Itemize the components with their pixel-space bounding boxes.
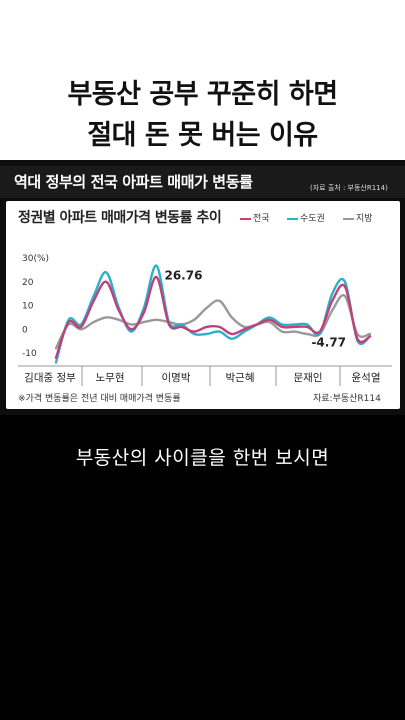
x-category-label: 이명박 [162, 372, 191, 384]
x-category-label: 김대중 정부 [24, 372, 76, 384]
video-caption: 부동산의 사이클을 한번 보시면 [75, 447, 330, 469]
legend-item-regional: 지방 [343, 211, 373, 224]
y-tick-label: 0 [22, 325, 28, 335]
chart-banner [0, 166, 405, 198]
legend-swatch-national [240, 217, 251, 220]
series-line-national [54, 275, 372, 359]
series-line-capital [54, 264, 372, 364]
legend-label-national: 전국 [253, 214, 270, 224]
annotation-trough: -4.77 [311, 336, 346, 350]
y-tick-label: 20 [22, 278, 34, 288]
y-tick-label: -10 [22, 349, 37, 359]
y-tick-label: 30(%) [22, 254, 49, 264]
legend-swatch-regional [343, 217, 354, 220]
y-tick-label: 10 [22, 302, 34, 312]
legend-item-national: 전국 [240, 211, 270, 224]
annotation-peak: 26.76 [164, 269, 202, 283]
chart-source: 자료:부동산R114 [313, 394, 381, 404]
headline-line-2: 절대 돈 못 버는 이유 [87, 120, 318, 151]
chart-footnote: ※가격 변동률은 전년 대비 매매가격 변동률 [18, 394, 181, 404]
x-category-label: 윤석열 [352, 372, 381, 384]
chart-title: 정권별 아파트 매매가격 변동률 추이 [18, 210, 222, 226]
legend-label-regional: 지방 [356, 214, 373, 224]
legend-item-capital: 수도권 [287, 211, 325, 224]
x-category-label: 노무현 [96, 372, 125, 384]
x-category-label: 박근혜 [226, 372, 255, 384]
x-category-label: 문재인 [294, 372, 323, 384]
headline-line-1: 부동산 공부 꾸준히 하면 [67, 79, 338, 110]
legend-label-capital: 수도권 [300, 214, 325, 224]
legend-swatch-capital [287, 217, 298, 220]
top-white-area [0, 0, 405, 160]
banner-title: 역대 정부의 전국 아파트 매매가 변동률 [14, 173, 253, 191]
banner-source: (자료 출처 : 부동산R114) [310, 184, 388, 192]
